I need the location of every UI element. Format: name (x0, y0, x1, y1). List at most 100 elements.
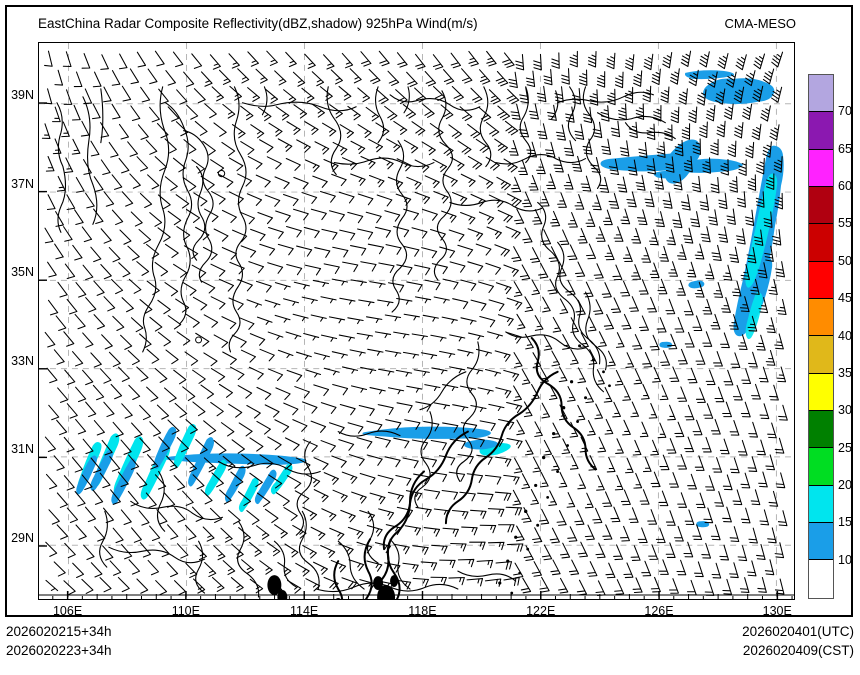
wind-barb (421, 103, 435, 118)
wind-barb (296, 245, 313, 257)
wind-barb (476, 454, 493, 465)
wind-barb (486, 226, 502, 239)
wind-barb (433, 508, 451, 519)
wind-barb (259, 348, 275, 362)
wind-barb (653, 105, 662, 122)
wind-barb (118, 123, 129, 140)
wind-barb (614, 71, 624, 89)
colorbar-band (809, 187, 833, 225)
reflectivity-colorbar[interactable] (808, 74, 834, 599)
wind-barb (157, 227, 171, 242)
wind-barb (284, 543, 299, 558)
wind-barb (274, 176, 290, 189)
wind-barb (46, 194, 56, 211)
wind-barb (646, 123, 656, 141)
wind-barb (439, 350, 456, 358)
wind-barb (402, 104, 417, 119)
wind-barb (128, 384, 141, 401)
wind-barb (191, 53, 203, 69)
wind-barb (511, 176, 522, 193)
wind-barb (121, 403, 133, 419)
wind-barb (210, 159, 225, 174)
wind-barb (699, 194, 710, 211)
wind-barb (266, 50, 278, 66)
wind-barb (541, 544, 553, 561)
wind-barb (149, 106, 160, 123)
wind-barb (586, 243, 597, 260)
wind-barb (339, 297, 356, 305)
wind-barb (439, 246, 456, 258)
wind-barb (302, 506, 318, 521)
wind-barb (630, 401, 640, 418)
colorbar-tick-label: 35 (838, 365, 852, 380)
wind-barb (55, 211, 64, 227)
wind-barb (73, 71, 83, 88)
wind-barb (396, 158, 412, 172)
wind-barb (228, 403, 243, 418)
wind-barb (520, 577, 532, 594)
wind-barb (740, 507, 751, 524)
wind-barb (508, 71, 518, 89)
wind-barb (221, 246, 238, 260)
wind-barb (628, 507, 639, 523)
colorbar-tick-label: 20 (838, 477, 852, 492)
wind-barb (466, 367, 484, 375)
wind-barb (765, 454, 775, 471)
colorbar-band (809, 112, 833, 150)
wind-barb (339, 403, 356, 416)
wind-barb (484, 474, 502, 485)
wind-barb (596, 71, 606, 88)
wind-barb (619, 140, 630, 157)
wind-barb (513, 385, 522, 402)
wind-barb (246, 404, 261, 419)
wind-barb (648, 402, 658, 419)
wind-barb (735, 54, 747, 71)
wind-barb (246, 193, 263, 206)
wind-barb (230, 471, 244, 487)
wind-barb (257, 106, 272, 122)
colorbar-tick-label: 40 (838, 328, 852, 343)
wind-barb (103, 191, 115, 207)
wind-barb (158, 541, 170, 558)
wind-barb (630, 545, 641, 561)
wind-barb (387, 176, 404, 190)
wind-barb (218, 174, 234, 188)
wind-barb (615, 438, 624, 454)
wind-barb (677, 492, 688, 508)
wind-barb (213, 545, 226, 561)
wind-barb (687, 473, 697, 490)
wind-barb (369, 175, 385, 188)
wind-barb (737, 439, 748, 456)
wind-barb (532, 527, 543, 544)
wind-barb (720, 332, 730, 349)
colorbar-band (809, 560, 833, 598)
wind-barb (622, 385, 631, 401)
wind-barb (495, 561, 513, 570)
wind-barb (662, 51, 673, 69)
wind-barb (145, 492, 157, 508)
wind-barb (638, 141, 648, 159)
wind-barb (305, 369, 322, 378)
wind-barb (552, 422, 561, 439)
wind-barb (567, 212, 578, 228)
wind-barb (442, 384, 459, 391)
wind-barb (759, 403, 770, 420)
wind-barb (666, 438, 677, 454)
wind-barb (531, 279, 540, 296)
wind-barb (347, 211, 364, 224)
wind-barb (572, 88, 581, 105)
wind-barb (756, 439, 766, 456)
wind-barb (497, 314, 514, 326)
colorbar-band (809, 261, 833, 300)
wind-barb (222, 455, 236, 471)
map-plot-area[interactable] (38, 42, 795, 600)
wind-barb (100, 228, 112, 244)
wind-barb (341, 471, 358, 484)
wind-barb (329, 527, 345, 541)
wind-barb (402, 457, 419, 469)
wind-barb (485, 121, 500, 137)
wind-barb (461, 68, 473, 84)
wind-barb (293, 208, 309, 221)
wind-barb (374, 226, 392, 238)
wind-barb (703, 507, 714, 524)
